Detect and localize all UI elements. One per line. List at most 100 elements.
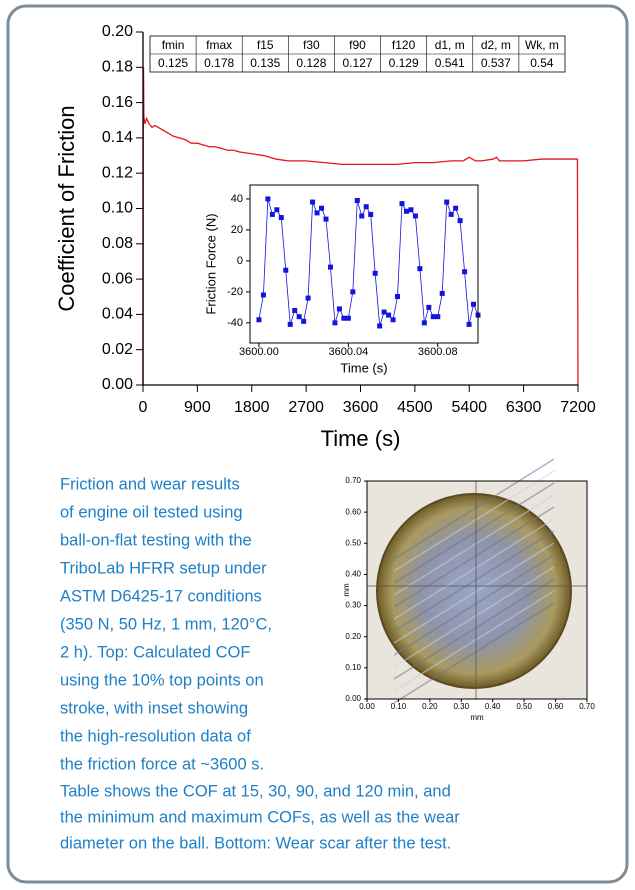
plot-frame [249,184,479,344]
table-header: fmax [206,38,232,52]
y-tick-label: 20 [231,224,243,236]
x-tick-label: 0.40 [485,702,501,711]
data-point [363,204,369,210]
x-tick-label: 3600.04 [328,346,368,358]
data-point [372,270,378,276]
data-point [377,323,383,329]
table-header: f15 [257,38,274,52]
y-tick-label: 0.08 [102,235,133,252]
data-point [426,304,432,310]
data-point [341,315,347,321]
scar-groove [393,506,555,608]
data-point [368,211,374,217]
scar-groove [393,482,555,584]
table-header: d1, m [435,38,465,52]
scar-groove [393,602,555,704]
caption-line: Friction and wear results [60,475,240,493]
table-header: fmin [162,38,185,52]
scar-groove [393,578,555,680]
y-tick-label: 0.70 [345,476,361,485]
wear-scar [376,493,572,689]
caption-line: stroke, with inset showing [60,699,248,717]
x-tick-label: 0 [139,399,148,416]
card [6,4,629,884]
x-tick-label: 0.00 [359,702,375,711]
table-cell: 0.127 [342,56,372,70]
table-header: f30 [303,38,320,52]
y-tick-label: 0.20 [102,23,133,40]
caption-line: ball-on-flat testing with the [60,531,252,549]
data-point [399,201,405,207]
table-cell: 0.125 [158,56,188,70]
y-tick-label: 0.16 [102,94,133,111]
data-point [417,266,423,272]
data-line [142,67,579,386]
caption-line: ASTM D6425-17 conditions [60,587,262,605]
y-tick-label: 0.12 [102,164,133,181]
data-point [439,290,445,296]
data-point [323,216,329,222]
table-cell: 0.541 [435,56,465,70]
scar-groove [393,542,555,644]
y-tick-label: -20 [227,286,243,298]
y-tick-label: 0 [237,255,243,267]
y-tick-label: 0.40 [345,570,361,579]
y-tick-label: 0.18 [102,59,133,76]
x-tick-label: 4500 [397,399,433,416]
x-tick-label: 0.70 [579,702,595,711]
scar-groove [393,554,555,656]
y-tick-label: 0.10 [345,663,361,672]
x-tick-label: 0.10 [391,702,407,711]
y-tick-label: 40 [231,193,243,205]
scar-groove [393,494,555,596]
data-point [305,295,311,301]
data-point [301,318,307,324]
y-tick-label: 0.06 [102,270,133,287]
caption-line: (350 N, 50 Hz, 1 mm, 120°C, [60,615,272,633]
data-point [350,289,356,295]
y-tick-label: 0.10 [102,200,133,217]
data-point [381,309,387,315]
data-point [265,196,271,202]
x-tick-label: 3600.08 [418,346,458,358]
inset-background [195,180,485,382]
x-tick-label: 900 [184,399,211,416]
scar-groove [393,518,555,620]
x-tick-label: 1800 [234,399,270,416]
x-tick-label: 0.30 [453,702,469,711]
y-tick-label: 0.02 [102,341,133,358]
caption-line: of engine oil tested using [60,503,243,521]
scar-groove [393,470,555,572]
data-point [421,320,427,326]
data-point [430,314,436,320]
x-tick-label: 0.50 [516,702,532,711]
plot-frame [366,480,588,700]
y-tick-label: 0.50 [345,538,361,547]
table-header: f90 [349,38,366,52]
data-point [292,307,298,313]
caption-line: using the 10% top points on [60,671,264,689]
x-tick-label: 2700 [288,399,324,416]
x-axis-title: mm [470,713,484,722]
data-point [395,294,401,300]
x-axis-title: Time (s) [321,426,401,451]
y-axis-title: Coefficient of Friction [54,105,79,311]
x-tick-label: 3600.00 [239,346,279,358]
table-header: d2, m [481,38,511,52]
data-point [354,197,360,203]
data-point [278,215,284,221]
data-point [283,267,289,273]
data-point [408,207,414,213]
caption-line: the minimum and maximum COFs, as well as… [60,808,460,826]
table-cell: 0.135 [250,56,280,70]
x-tick-label: 0.20 [422,702,438,711]
table-cell: 0.54 [530,56,554,70]
scar-groove [393,530,555,632]
caption-line: Table shows the COF at 15, 30, 90, and 1… [60,782,451,800]
scar-groove [393,590,555,692]
data-point [336,306,342,312]
data-point [412,213,418,219]
data-point [327,264,333,270]
y-tick-label: -40 [227,317,243,329]
